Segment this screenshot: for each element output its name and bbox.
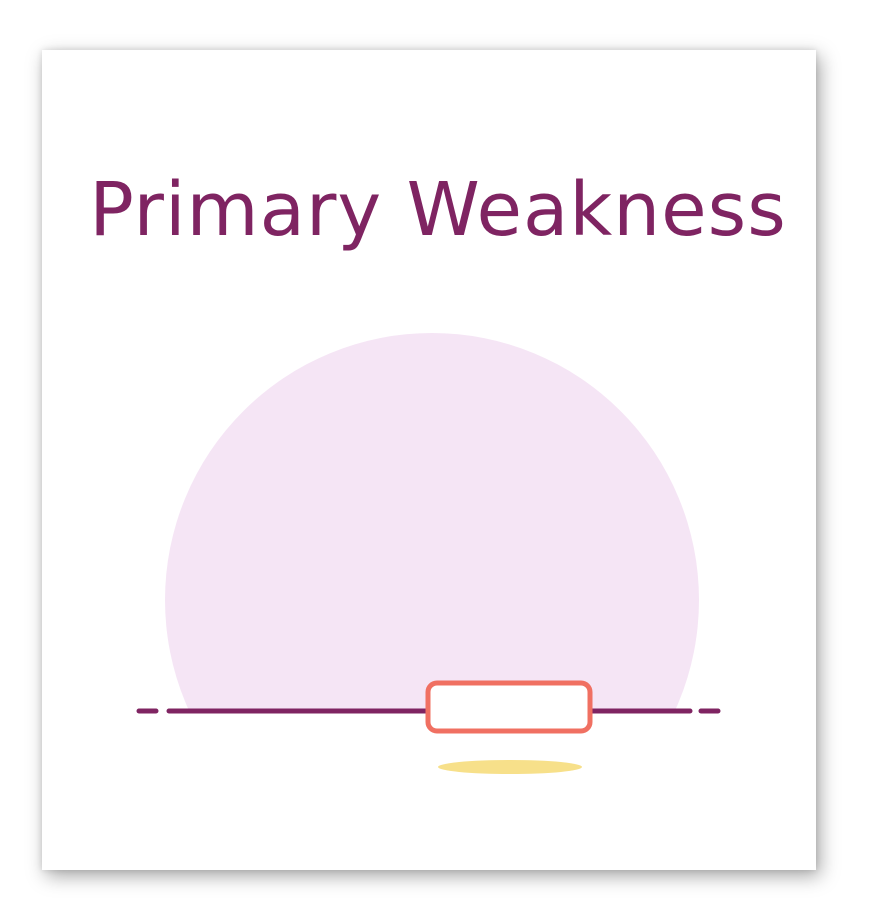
empty-box: [425, 680, 593, 734]
shadow-ellipse: [438, 760, 582, 774]
page-title: Primary Weakness: [89, 167, 787, 253]
sun-circle: [165, 333, 699, 711]
